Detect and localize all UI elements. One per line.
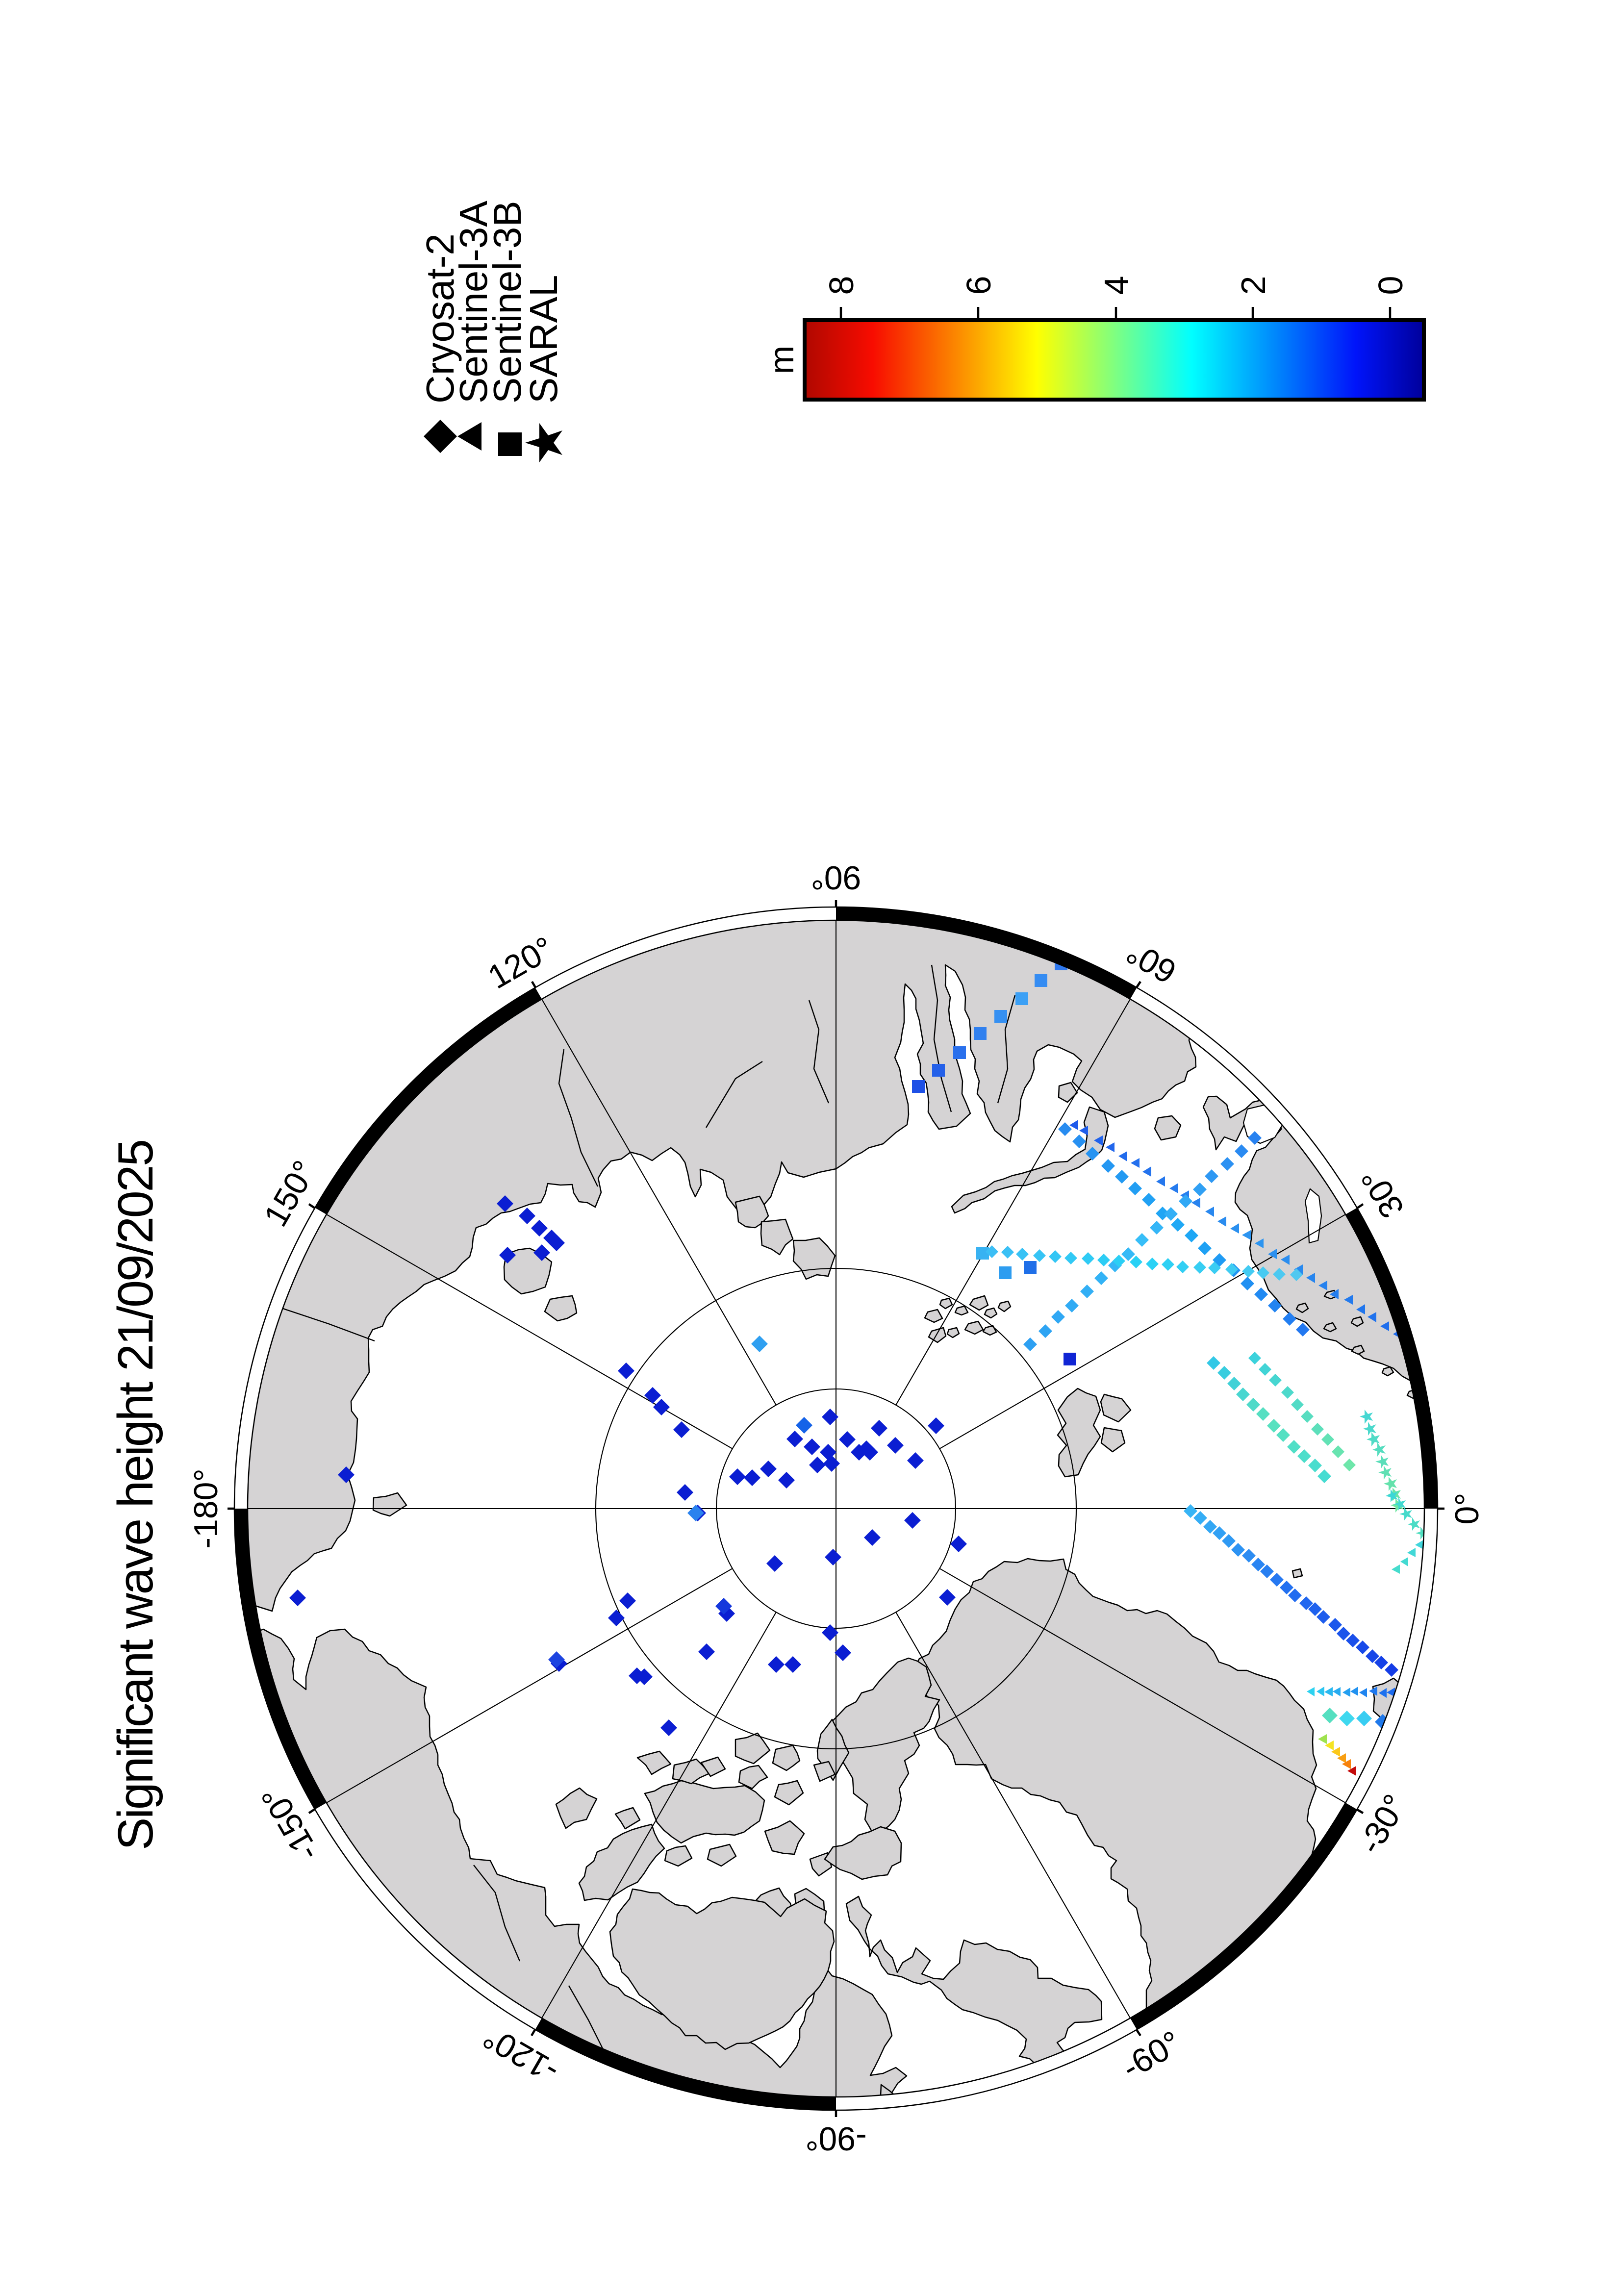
- svg-text:0: 0: [1371, 276, 1410, 295]
- svg-text:Significant wave height 21/09/: Significant wave height 21/09/2025: [108, 1140, 163, 1850]
- svg-text:-180°: -180°: [187, 1468, 225, 1548]
- svg-text:6: 6: [960, 276, 998, 295]
- svg-text:SARAL: SARAL: [522, 275, 565, 404]
- svg-text:Sentinel-3B: Sentinel-3B: [485, 201, 529, 404]
- svg-text:8: 8: [822, 276, 861, 295]
- svg-text:-90°: -90°: [805, 2120, 866, 2157]
- svg-text:2: 2: [1234, 276, 1272, 295]
- svg-text:Cryosat-2: Cryosat-2: [418, 233, 462, 404]
- svg-text:Sentinel-3A: Sentinel-3A: [452, 201, 495, 404]
- svg-text:4: 4: [1097, 276, 1136, 295]
- svg-text:90°: 90°: [811, 859, 861, 896]
- svg-text:m: m: [762, 346, 801, 374]
- svg-text:0°: 0°: [1448, 1492, 1486, 1524]
